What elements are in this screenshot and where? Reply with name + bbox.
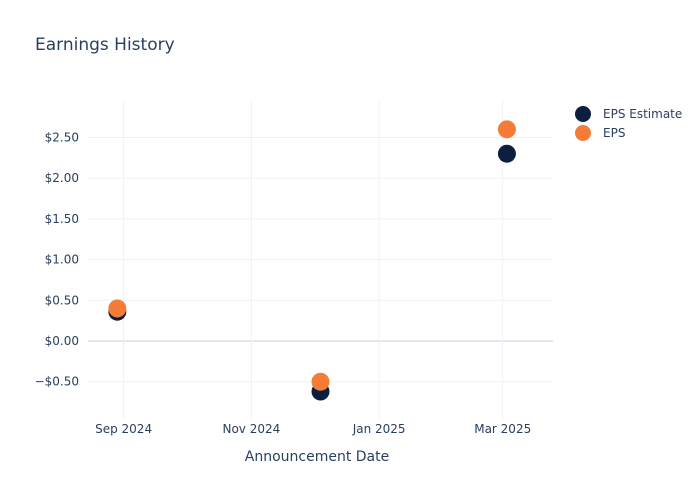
grid-layer <box>88 100 553 420</box>
legend-marker <box>575 106 591 122</box>
y-tick-label: $2.50 <box>45 130 79 144</box>
eps-point <box>108 299 127 318</box>
x-tick-label: Sep 2024 <box>95 422 152 436</box>
eps-estimate-point <box>497 144 516 163</box>
y-tick-label: $0.50 <box>45 293 79 307</box>
axis-layer: −$0.50 $0.00 $0.50 $1.00 $1.50 $2.00 $2.50 Sep … <box>35 130 532 436</box>
y-tick-label: −$0.50 <box>35 375 79 389</box>
legend[interactable]: EPS Estimate EPS <box>575 106 682 141</box>
y-tick-label: $0.00 <box>45 334 79 348</box>
marks-layer <box>108 120 516 401</box>
legend-marker <box>575 125 591 141</box>
x-tick-label: Mar 2025 <box>474 422 531 436</box>
chart-title: Earnings History <box>35 35 175 55</box>
y-tick-label: $1.50 <box>45 212 79 226</box>
y-tick-label: $1.00 <box>45 253 79 267</box>
x-tick-label: Nov 2024 <box>222 422 280 436</box>
y-tick-label: $2.00 <box>45 171 79 185</box>
legend-item-eps[interactable]: EPS <box>575 125 625 141</box>
x-axis-title: Announcement Date <box>245 449 389 465</box>
legend-item-eps-estimate[interactable]: EPS Estimate <box>575 106 682 122</box>
eps-point <box>311 372 330 391</box>
x-tick-label: Jan 2025 <box>352 422 406 436</box>
eps-point <box>497 120 516 139</box>
legend-label: EPS <box>603 126 625 140</box>
legend-label: EPS Estimate <box>603 107 682 121</box>
